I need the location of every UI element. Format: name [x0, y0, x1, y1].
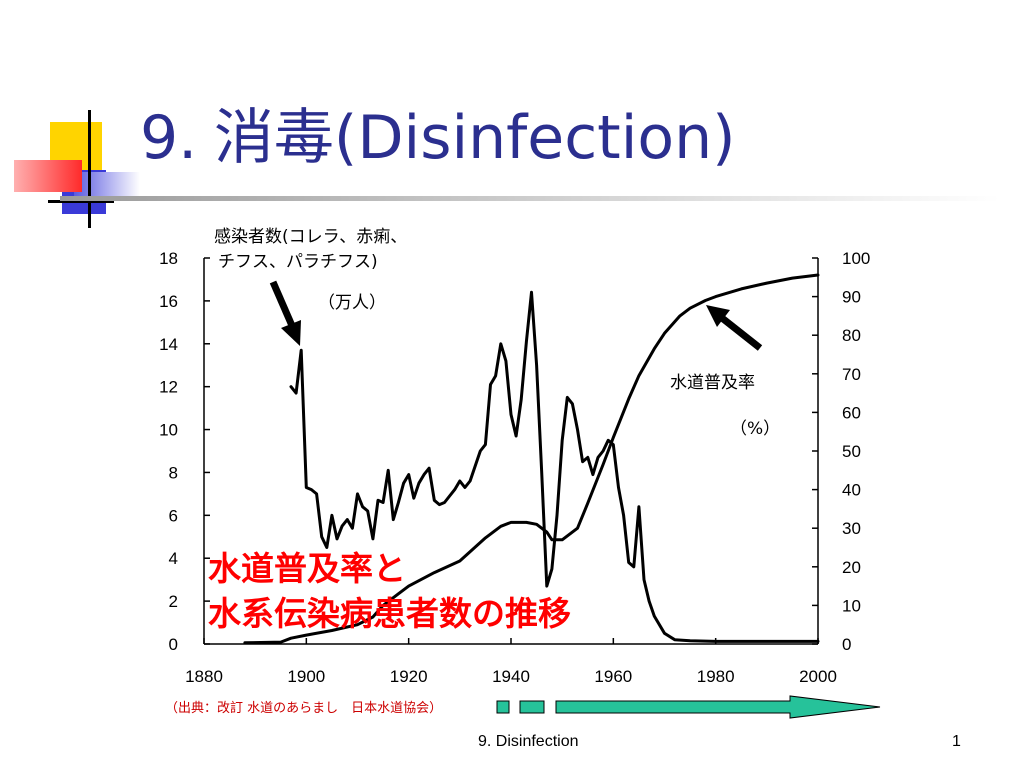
coverage-unit-label: （%）	[730, 419, 780, 439]
x-tick-label: 1880	[185, 667, 223, 686]
left-tick-label: 6	[169, 506, 178, 525]
x-tick-label: 1940	[492, 667, 530, 686]
title-underline	[60, 196, 1000, 201]
left-tick-label: 12	[159, 378, 178, 397]
patients-arrow	[269, 280, 297, 330]
left-tick-label: 0	[169, 635, 178, 654]
right-tick-label: 100	[842, 249, 870, 268]
deco-red-gradient	[14, 160, 82, 192]
x-axis-group: 1880 1900 1920 1940 1960 1980 2000	[185, 638, 837, 686]
coverage-arrow-head	[706, 305, 730, 327]
left-tick-label: 16	[159, 292, 178, 311]
source-citation: （出典：改訂 水道のあらまし 日本水道協会）	[165, 701, 443, 716]
left-tick-label: 2	[169, 592, 178, 611]
arrow-block-small	[496, 700, 510, 714]
right-tick-label: 60	[842, 403, 861, 422]
right-tick-label: 80	[842, 326, 861, 345]
patients-arrow-head	[281, 320, 301, 346]
series-group	[243, 273, 820, 645]
coverage-arrow	[719, 315, 763, 351]
patients-label-line1: 感染者数(コレラ、赤痢、	[214, 227, 407, 247]
corner-decoration	[14, 110, 164, 230]
timeline-arrow	[555, 695, 881, 719]
left-tick-label: 4	[169, 549, 178, 568]
chart-title-line1: 水道普及率と	[208, 549, 406, 588]
patients-label-line2: チフス、パラチフス)	[218, 252, 378, 272]
x-tick-label: 1960	[594, 667, 632, 686]
x-tick-label: 1980	[697, 667, 735, 686]
deco-vertical-line	[88, 110, 91, 228]
chart-title-line2: 水系伝染病患者数の推移	[208, 594, 571, 633]
slide-title: 9. 消毒(Disinfection)	[140, 108, 736, 168]
left-tick-label: 10	[159, 421, 178, 440]
x-tick-label: 1920	[390, 667, 428, 686]
right-tick-label: 90	[842, 288, 861, 307]
footer-title: 9. Disinfection	[478, 733, 579, 750]
left-axis-group: 0 2 4 6 8 10 12 14 16 18	[159, 249, 210, 654]
arrow-block-medium	[519, 700, 545, 714]
left-tick-label: 14	[159, 335, 178, 354]
deco-blue-gradient	[74, 172, 140, 200]
left-tick-label: 8	[169, 463, 178, 482]
patients-unit-label: （万人）	[318, 293, 386, 313]
deco-horizontal-line	[48, 200, 114, 203]
right-tick-label: 10	[842, 596, 861, 615]
patients-series-line	[289, 290, 820, 643]
right-axis-group: 0 10 20 30 40 50 60 70 80 90 100	[812, 249, 870, 654]
coverage-label: 水道普及率	[670, 373, 755, 393]
title-japanese: 消毒	[213, 103, 334, 173]
right-tick-label: 70	[842, 365, 861, 384]
x-tick-label: 2000	[799, 667, 837, 686]
right-tick-label: 0	[842, 635, 851, 654]
right-tick-label: 20	[842, 558, 861, 577]
slide-number: 1	[952, 733, 961, 750]
title-number: 9.	[140, 103, 198, 173]
title-english: (Disinfection)	[333, 103, 736, 173]
x-tick-label: 1900	[287, 667, 325, 686]
right-tick-label: 30	[842, 519, 861, 538]
coverage-series-line	[243, 273, 820, 645]
right-tick-label: 40	[842, 481, 861, 500]
right-tick-label: 50	[842, 442, 861, 461]
left-tick-label: 18	[159, 249, 178, 268]
